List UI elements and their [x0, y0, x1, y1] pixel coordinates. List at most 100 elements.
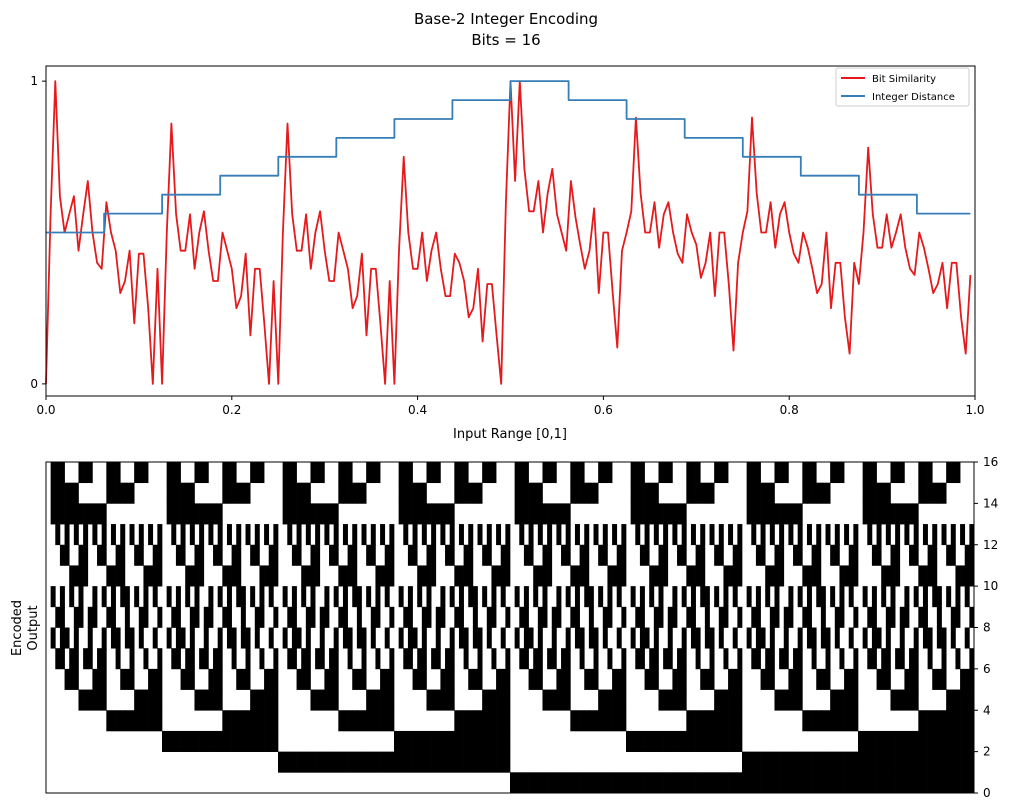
heatmap-cell [899, 730, 905, 752]
heatmap-cell [848, 544, 854, 566]
heatmap-cell [115, 648, 121, 670]
heatmap-cell [751, 503, 757, 525]
heatmap-cell [825, 772, 831, 794]
heatmap-cell [658, 565, 664, 587]
heatmap-cell [936, 627, 942, 649]
heatmap-cell [175, 462, 181, 484]
heatmap-cell [862, 462, 868, 484]
heatmap-cell [250, 689, 256, 711]
heatmap-cell [960, 668, 966, 690]
heatmap-cell [820, 772, 826, 794]
heatmap-cell [788, 751, 794, 773]
heatmap-cell [760, 503, 766, 525]
heatmap-cell [101, 524, 107, 546]
heatmap-cell [858, 772, 863, 794]
heatmap-cell [848, 627, 854, 649]
heatmap-cell [565, 524, 571, 546]
heatmap-cell [626, 730, 631, 752]
heatmap-cell [421, 668, 427, 690]
heatmap-cell [709, 524, 715, 546]
heatmap-cell [440, 730, 446, 752]
heatmap-cell [55, 482, 61, 504]
heatmap-cell [667, 648, 673, 670]
heatmap-cell [621, 565, 627, 587]
heatmap-cell [718, 730, 724, 752]
heatmap-cell [347, 627, 353, 649]
heatmap-cell [115, 482, 121, 504]
heatmap-cell [848, 772, 854, 794]
heatmap-cell [927, 627, 933, 649]
heatmap-cell [964, 751, 970, 773]
heatmap-cell [574, 606, 580, 628]
heatmap-cell [639, 482, 645, 504]
heatmap-cell [342, 524, 348, 546]
heatmap-cell [677, 668, 683, 690]
heatmap-cell [106, 710, 112, 732]
heatmap-cell [356, 751, 362, 773]
heatmap-cell [92, 668, 98, 690]
heatmap-cell [797, 586, 803, 608]
heatmap-cell [547, 565, 553, 587]
heatmap-cell [574, 772, 580, 794]
heatmap-cell [445, 503, 451, 525]
heatmap-cell [635, 730, 641, 752]
heatmap-cell [751, 648, 757, 670]
heatmap-cell [816, 482, 822, 504]
heatmap-cell [73, 668, 79, 690]
heatmap-cell [194, 730, 200, 752]
heatmap-cell [960, 689, 966, 711]
heatmap-cell [324, 751, 330, 773]
heatmap-cell [500, 565, 506, 587]
heatmap-cell [491, 648, 497, 670]
heatmap-cell [55, 524, 61, 546]
heatmap-cell [458, 606, 464, 628]
heatmap-cell [50, 627, 56, 649]
heatmap-cells-layer [50, 462, 975, 794]
heatmap-cell [417, 730, 423, 752]
heatmap-cell [222, 462, 228, 484]
heatmap-cell [960, 772, 966, 794]
heatmap-cell [649, 668, 655, 690]
heatmap-cell [403, 648, 409, 670]
heatmap-cell [950, 751, 956, 773]
heatmap-cell [834, 751, 840, 773]
heatmap-cell [435, 689, 441, 711]
heatmap-cell [797, 544, 803, 566]
heatmap-cell [403, 482, 409, 504]
heatmap-cell [769, 751, 775, 773]
heatmap-cell [556, 503, 562, 525]
heatmap-cell [630, 586, 636, 608]
heatmap-cell [579, 482, 585, 504]
heatmap-cell [342, 482, 348, 504]
heatmap-cell [491, 751, 497, 773]
heatmap-cell [551, 648, 557, 670]
heatmap-cell [690, 462, 696, 484]
heatmap-cell [723, 689, 729, 711]
heatmap-cell [185, 668, 191, 690]
heatmap-cell [194, 606, 200, 628]
heatmap-cell [709, 627, 715, 649]
heatmap-cell [783, 772, 789, 794]
heatmap-cell [681, 730, 687, 752]
heatmap-cell [250, 730, 256, 752]
heatmap-cell [500, 586, 506, 608]
heatmap-cell [890, 544, 896, 566]
heatmap-cell [621, 544, 627, 566]
heatmap-cell [904, 730, 910, 752]
heatmap-cell [203, 689, 209, 711]
heatmap-cell [231, 627, 237, 649]
heatmap-cell [621, 668, 627, 690]
heatmap-cell [129, 482, 135, 504]
heatmap-cell [421, 606, 427, 628]
heatmap-cell [667, 730, 673, 752]
heatmap-cell [816, 544, 822, 566]
heatmap-cell [189, 503, 195, 525]
heatmap-cell [64, 544, 70, 566]
x-tick-label: 0.8 [780, 403, 799, 417]
heatmap-cell [310, 503, 316, 525]
heatmap-cell [199, 503, 205, 525]
heatmap-cell [180, 730, 186, 752]
heatmap-cell [301, 668, 307, 690]
heatmap-cell [537, 627, 543, 649]
